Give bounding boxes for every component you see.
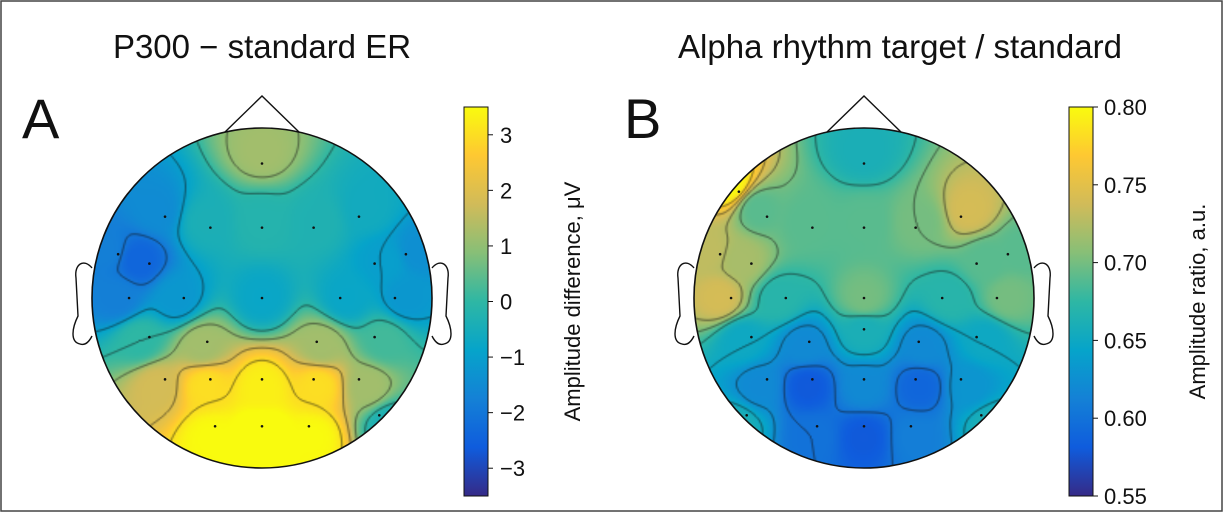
panel-a-electrode <box>393 296 397 300</box>
panel-b-colorbar-tick-label: 0.75 <box>1104 173 1147 198</box>
panel-a-electrode <box>182 296 186 300</box>
panel-b-electrode <box>862 327 866 331</box>
panel-b-colorbar-tick-label: 0.55 <box>1104 484 1147 509</box>
panel-a-electrode <box>148 262 151 265</box>
panel-b-electrode <box>807 340 811 344</box>
panel-a-right-ear <box>431 262 452 346</box>
panel-b-electrode <box>718 252 722 256</box>
panel-a-title: P300 − standard ER <box>113 28 411 65</box>
panel-a-electrode <box>312 226 315 229</box>
panel-a-colorbar-tick-label: 3 <box>500 123 512 148</box>
panel-b-electrode <box>959 378 963 381</box>
panel-b-electrode <box>862 296 866 300</box>
panel-b-electrode <box>811 226 814 229</box>
panel-a-electrode <box>260 424 264 428</box>
panel-a-colorbar-tick-label: −3 <box>500 456 525 481</box>
panel-b-electrode <box>811 378 814 381</box>
panel-a-electrode <box>373 262 376 265</box>
panel-a-electrode <box>127 296 131 300</box>
panel-a-electrode <box>404 252 408 256</box>
panel-a-electrode <box>163 215 167 218</box>
panel-a-electrode <box>148 335 151 339</box>
panel-b-title: Alpha rhythm target / standard <box>678 28 1122 65</box>
panel-b-electrode <box>909 424 913 428</box>
panel-b-electrode <box>862 162 866 165</box>
panel-b-electrode <box>750 335 753 339</box>
panel-a-electrode <box>260 162 264 165</box>
panel-a-electrode <box>209 226 212 229</box>
panel-b-electrode <box>862 424 866 428</box>
panel-a-colorbar-tick-label: 0 <box>500 290 512 315</box>
panel-b-electrode <box>862 226 866 229</box>
panel-b-electrode <box>765 378 769 381</box>
panel-b-electrode <box>914 378 917 381</box>
panel-a-electrode <box>373 335 376 339</box>
panel-a-colorbar-tick-label: 2 <box>500 178 512 203</box>
panel-a-colorbar-tick-label: 1 <box>500 234 512 259</box>
panel-a-topomap: 3 2 1 0 −1 −2 −3 Amplitude difference, μV <box>72 95 585 497</box>
panel-b-colorbar-tick-label: 0.65 <box>1104 328 1147 353</box>
panel-b-electrode <box>815 424 819 428</box>
panel-b-electrode <box>975 335 978 339</box>
panel-b-right-ear <box>1033 262 1054 346</box>
panel-b-electrode <box>1006 252 1010 256</box>
panel-a-electrode <box>315 340 319 344</box>
panel-b-colorbar <box>1068 106 1094 497</box>
panel-a-left-ear <box>72 262 93 346</box>
panel-b-electrode <box>940 296 944 300</box>
panel-b-electrode <box>914 226 917 229</box>
panel-b-head-outline <box>693 127 1035 469</box>
panel-a-electrode <box>205 340 209 344</box>
panel-a-electrode <box>260 296 264 300</box>
panel-b-electrode <box>862 378 866 381</box>
panel-b-electrode <box>765 215 769 218</box>
panel-b-electrode <box>917 340 921 344</box>
panel-b-electrode <box>729 296 733 300</box>
panel-a-electrode <box>260 226 264 229</box>
panel-b-colorbar-tick-label: 0.60 <box>1104 406 1147 431</box>
panel-a-electrode <box>312 378 315 381</box>
panel-a-colorbar-label: Amplitude difference, μV <box>560 181 585 421</box>
panel-a-electrode <box>163 378 167 381</box>
panel-a-head-outline <box>91 127 433 469</box>
panel-a-electrode <box>116 252 120 256</box>
panel-a-electrode <box>357 378 361 381</box>
panel-b-letter: B <box>624 87 661 150</box>
panel-a-electrode <box>378 414 381 417</box>
panel-a-electrode <box>307 424 311 428</box>
panel-b-electrode <box>745 414 748 417</box>
panel-a-colorbar <box>463 106 489 497</box>
panel-a-electrode <box>338 296 342 300</box>
panel-a-electrode <box>213 424 217 428</box>
panel-b-electrode <box>737 190 741 193</box>
panel-a-colorbar-tick-label: −2 <box>500 401 525 426</box>
panel-b-electrode <box>784 296 788 300</box>
panel-b-electrode <box>750 262 753 265</box>
panel-a-electrode <box>209 378 212 381</box>
panel-a-electrode <box>260 378 264 381</box>
panel-b-colorbar-tick-label: 0.80 <box>1104 95 1147 120</box>
panel-a-electrode <box>357 215 361 218</box>
panel-a-letter: A <box>22 87 60 150</box>
panel-b-colorbar-tick-label: 0.70 <box>1104 251 1147 276</box>
panel-b-electrode <box>980 414 983 417</box>
panel-b-electrode <box>995 296 999 300</box>
panel-b-topomap: 0.80 0.75 0.70 0.65 0.60 0.55 Amplitude ratio,… <box>674 95 1210 509</box>
panel-b-colorbar-label: Amplitude ratio, a.u. <box>1185 204 1210 400</box>
panel-b-nose <box>826 95 902 133</box>
panel-b-electrode <box>975 262 978 265</box>
panel-a-colorbar-tick-label: −1 <box>500 345 525 370</box>
panel-b-left-ear <box>674 262 695 346</box>
panel-a-nose <box>224 95 300 133</box>
panel-b-electrode <box>959 215 963 218</box>
